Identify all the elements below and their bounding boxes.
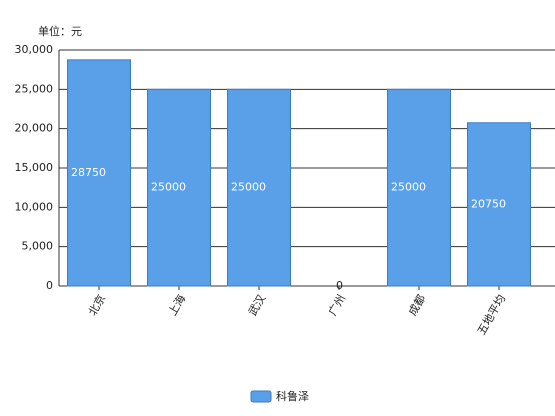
bar bbox=[147, 88, 211, 287]
value-label: 0 bbox=[336, 279, 343, 292]
bar bbox=[467, 122, 531, 287]
x-tick-label: 上海 bbox=[165, 292, 188, 318]
y-tick-label: 0 bbox=[46, 279, 53, 292]
y-tick-label: 30,000 bbox=[15, 43, 54, 56]
legend-swatch bbox=[250, 390, 272, 403]
value-label: 25000 bbox=[231, 181, 266, 194]
y-tick-label: 25,000 bbox=[15, 82, 54, 95]
value-label: 25000 bbox=[151, 181, 186, 194]
y-axis-label: 单位：元 bbox=[38, 24, 82, 38]
value-label: 25000 bbox=[391, 181, 426, 194]
y-tick-label: 15,000 bbox=[15, 161, 54, 174]
legend-label: 科鲁泽 bbox=[276, 389, 309, 403]
x-tick-label: 武汉 bbox=[246, 293, 268, 319]
bar bbox=[67, 59, 131, 287]
x-tick-label: 北京 bbox=[85, 292, 108, 318]
value-label: 28750 bbox=[71, 166, 106, 179]
x-tick-label: 广州 bbox=[326, 293, 348, 319]
x-tick-label: 五地平均 bbox=[475, 293, 508, 338]
y-tick-label: 10,000 bbox=[15, 200, 54, 213]
y-tick-label: 20,000 bbox=[15, 122, 54, 135]
bar bbox=[387, 88, 451, 287]
y-tick-label: 5,000 bbox=[22, 240, 54, 253]
value-label: 20750 bbox=[471, 197, 506, 210]
bar bbox=[227, 88, 291, 287]
x-tick-label: 成都 bbox=[406, 293, 428, 319]
